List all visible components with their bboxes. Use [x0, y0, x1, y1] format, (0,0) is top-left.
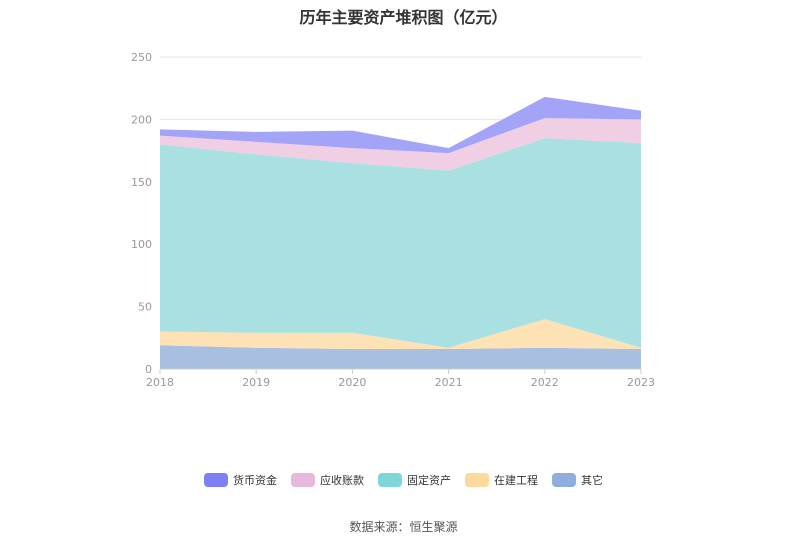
legend-label: 货币资金 [233, 474, 277, 487]
legend-item[interactable]: 其它 [552, 472, 603, 488]
legend-label: 在建工程 [494, 474, 538, 487]
x-tick-label: 2019 [242, 376, 270, 389]
y-tick-label: 150 [131, 176, 152, 189]
x-tick-label: 2022 [531, 376, 559, 389]
legend-item[interactable]: 固定资产 [378, 472, 451, 488]
area-series [160, 118, 641, 171]
y-tick-label: 200 [131, 113, 152, 126]
data-source-note: 数据来源：恒生聚源 [349, 520, 458, 534]
legend: 货币资金 应收账款 固定资产 在建工程 其它 [0, 472, 807, 488]
y-tick-label: 250 [131, 51, 152, 64]
area-series [160, 96, 641, 154]
chart-title: 历年主要资产堆积图（亿元） [299, 8, 508, 27]
area-series [160, 345, 641, 369]
legend-item[interactable]: 在建工程 [465, 472, 538, 488]
legend-swatch [378, 473, 402, 487]
x-tick-label: 2020 [338, 376, 366, 389]
y-tick-label: 0 [145, 363, 152, 376]
y-tick-label: 50 [138, 301, 152, 314]
area-series [160, 138, 641, 348]
area-series [160, 319, 641, 350]
x-tick-label: 2023 [627, 376, 655, 389]
y-tick-label: 100 [131, 238, 152, 251]
legend-swatch [204, 473, 228, 487]
legend-swatch [465, 473, 489, 487]
legend-label: 固定资产 [407, 474, 451, 487]
legend-swatch [552, 473, 576, 487]
legend-label: 应收账款 [320, 474, 364, 487]
legend-label: 其它 [581, 474, 603, 487]
legend-swatch [291, 473, 315, 487]
x-tick-label: 2018 [146, 376, 174, 389]
legend-item[interactable]: 应收账款 [291, 472, 364, 488]
x-tick-label: 2021 [435, 376, 463, 389]
legend-item[interactable]: 货币资金 [204, 472, 277, 488]
stacked-area-chart: 0 50 100 150 200 250 2018 2019 2020 2021 2022 2023 [131, 51, 655, 389]
